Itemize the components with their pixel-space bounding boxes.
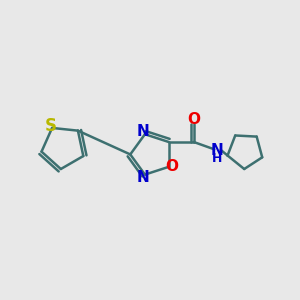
Text: O: O [187, 112, 200, 128]
Text: N: N [211, 143, 224, 158]
Text: O: O [166, 159, 179, 174]
Text: H: H [212, 152, 222, 165]
Text: N: N [137, 170, 150, 185]
Text: S: S [45, 117, 57, 135]
Text: N: N [137, 124, 150, 139]
